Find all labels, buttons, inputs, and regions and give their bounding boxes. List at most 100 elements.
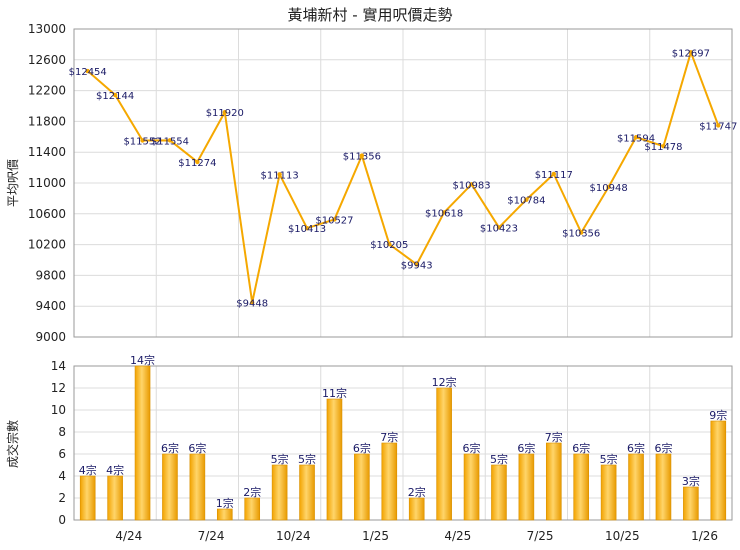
price-data-label: $12454 (69, 67, 107, 78)
volume-data-label: 6宗 (572, 441, 590, 455)
volume-data-label: 3宗 (682, 474, 700, 488)
price-point (661, 143, 666, 149)
volume-bar (162, 453, 178, 521)
price-point (633, 135, 639, 140)
x-tick-label: 7/25 (527, 529, 554, 543)
volume-plot-frame (73, 365, 733, 521)
volume-y-tick-label: 12 (51, 381, 66, 395)
volume-bar (683, 486, 699, 521)
price-y-tick-label: 9800 (35, 268, 66, 282)
volume-data-label: 9宗 (709, 408, 727, 422)
volume-bar (408, 497, 425, 521)
price-point (551, 171, 556, 177)
price-point (414, 262, 419, 267)
price-data-label: $11274 (178, 158, 216, 169)
volume-data-label: 2宗 (408, 485, 426, 499)
price-data-label: $11478 (644, 142, 682, 153)
price-y-tick-label: 10200 (28, 238, 66, 252)
volume-bar (436, 387, 452, 521)
price-data-label: $9448 (236, 299, 268, 310)
volume-data-label: 12宗 (432, 375, 457, 389)
volume-y-tick-label: 4 (58, 469, 66, 483)
price-data-label: $11920 (206, 108, 244, 119)
price-y-tick-label: 9000 (35, 330, 66, 344)
volume-data-label: 14宗 (130, 353, 155, 367)
volume-y-tick-label: 14 (51, 359, 66, 373)
volume-bar (573, 453, 590, 521)
price-point (140, 138, 145, 143)
price-data-label: $10618 (425, 208, 463, 219)
volume-data-label: 4宗 (106, 463, 124, 477)
volume-bar (655, 453, 672, 521)
x-tick-label: 1/26 (691, 529, 718, 543)
price-data-label: $10423 (480, 223, 518, 234)
price-y-tick-label: 11400 (28, 145, 66, 159)
price-data-label: $10413 (288, 224, 326, 235)
volume-data-label: 5宗 (600, 452, 618, 466)
price-data-label: $11747 (699, 121, 737, 132)
x-tick-label: 1/25 (362, 529, 389, 543)
volume-data-label: 1宗 (216, 496, 234, 510)
price-y-tick-label: 12600 (28, 53, 66, 67)
price-y-tick-label: 13000 (28, 22, 66, 36)
price-data-label: $10356 (562, 229, 600, 240)
volume-bar (299, 464, 315, 521)
price-data-label: $9943 (401, 260, 433, 271)
volume-bar (79, 475, 96, 521)
price-data-label: $11113 (261, 170, 299, 181)
price-point (688, 50, 694, 55)
volume-bar (710, 420, 727, 521)
price-point (496, 225, 502, 230)
price-point (195, 159, 200, 165)
price-point (332, 217, 337, 222)
price-y-tick-label: 10600 (28, 207, 66, 221)
volume-data-label: 7宗 (545, 430, 563, 444)
volume-bar (381, 442, 398, 521)
price-point (277, 172, 282, 177)
price-y-axis-label: 平均呎價 (6, 159, 20, 207)
volume-data-label: 6宗 (353, 441, 371, 455)
volume-y-tick-label: 2 (58, 491, 66, 505)
x-tick-label: 4/24 (115, 529, 142, 543)
volume-bar (491, 464, 507, 521)
volume-data-label: 6宗 (627, 441, 645, 455)
price-point (579, 230, 584, 235)
price-point (441, 210, 447, 215)
volume-y-axis-label: 成交宗數 (5, 420, 20, 468)
price-y-tick-label: 9400 (35, 299, 66, 313)
volume-data-label: 4宗 (79, 463, 97, 477)
volume-data-label: 11宗 (322, 386, 347, 400)
price-point (167, 138, 173, 143)
price-data-label: $11117 (535, 170, 573, 181)
volume-bar (244, 497, 261, 521)
price-y-tick-label: 12200 (28, 84, 66, 98)
volume-y-tick-label: 10 (51, 403, 66, 417)
price-point (85, 68, 90, 74)
price-point (524, 197, 529, 202)
volume-bar (628, 453, 644, 521)
volume-bar (545, 442, 562, 521)
chart-title: 黃埔新村 - 實用呎價走勢 (288, 6, 453, 24)
price-data-label: $11594 (617, 133, 655, 144)
volume-bar-panel: 0 2 4 6 8 10 12 14 4宗 4宗 14宗 6宗 6宗 1宗 2宗 5宗 5宗 11宗 6宗 7宗 2宗 1… (51, 353, 733, 543)
volume-bar (463, 453, 480, 521)
price-point (359, 153, 365, 158)
price-plot-frame (73, 28, 733, 338)
price-point (387, 242, 392, 247)
volume-y-tick-label: 0 (58, 513, 66, 527)
volume-data-label: 6宗 (161, 441, 179, 455)
price-series-line (87, 51, 720, 304)
price-y-tick-label: 11800 (28, 114, 66, 128)
volume-data-label: 6宗 (517, 441, 535, 455)
x-tick-label: 10/24 (276, 529, 311, 543)
x-tick-label: 7/24 (198, 529, 225, 543)
price-point (606, 184, 611, 190)
volume-data-label: 6宗 (654, 441, 672, 455)
volume-bar (189, 453, 206, 521)
volume-bar (107, 475, 123, 521)
price-point (469, 182, 474, 187)
price-data-label: $10948 (590, 183, 628, 194)
price-data-label: $12144 (96, 91, 134, 102)
volume-data-label: 7宗 (380, 430, 398, 444)
volume-data-label: 2宗 (243, 485, 261, 499)
